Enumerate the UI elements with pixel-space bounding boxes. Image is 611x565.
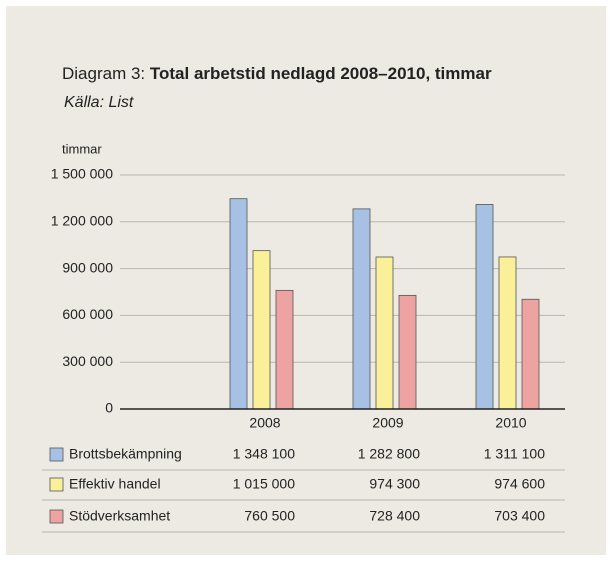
bar (521, 298, 540, 410)
legend-label: Effektiv handel (69, 476, 161, 492)
x-tick-label: 2010 (495, 415, 526, 431)
legend-label: Stödverksamhet (69, 508, 170, 524)
y-tick-label: 300 000 (62, 353, 113, 369)
table-value: 974 600 (494, 476, 545, 492)
table-value: 760 500 (244, 508, 295, 524)
chart-heading: Diagram 3: Total arbetstid nedlagd 2008–… (62, 64, 492, 83)
x-tick-label: 2008 (249, 415, 280, 431)
bar (229, 198, 248, 410)
chart-subtitle: Källa: List (64, 94, 134, 111)
y-tick-label: 600 000 (62, 306, 113, 322)
table-value: 1 311 100 (484, 446, 545, 462)
chart-label: Diagram 3: (62, 64, 145, 83)
table-value: 1 282 800 (358, 446, 420, 462)
legend-swatch (49, 509, 64, 524)
table-value: 1 015 000 (233, 476, 295, 492)
bar (498, 256, 517, 410)
table-value: 728 400 (369, 508, 420, 524)
legend-swatch (49, 477, 64, 492)
y-tick-label: 900 000 (62, 259, 113, 275)
bar (352, 208, 371, 410)
legend-label: Brottsbekämpning (69, 446, 182, 462)
bar (375, 256, 394, 410)
legend-swatch (49, 447, 64, 462)
table-value: 703 400 (494, 508, 545, 524)
bar (398, 294, 417, 410)
table-value: 974 300 (369, 476, 420, 492)
bar (275, 289, 294, 410)
bar (252, 250, 271, 410)
bar (475, 204, 494, 410)
y-tick-label: 0 (105, 400, 113, 416)
chart-title: Total arbetstid nedlagd 2008–2010, timma… (150, 64, 492, 83)
table-value: 1 348 100 (233, 446, 295, 462)
x-tick-label: 2009 (372, 415, 403, 431)
y-tick-label: 1 500 000 (51, 166, 113, 182)
y-axis-label: timmar (62, 141, 102, 156)
y-tick-label: 1 200 000 (51, 213, 113, 229)
